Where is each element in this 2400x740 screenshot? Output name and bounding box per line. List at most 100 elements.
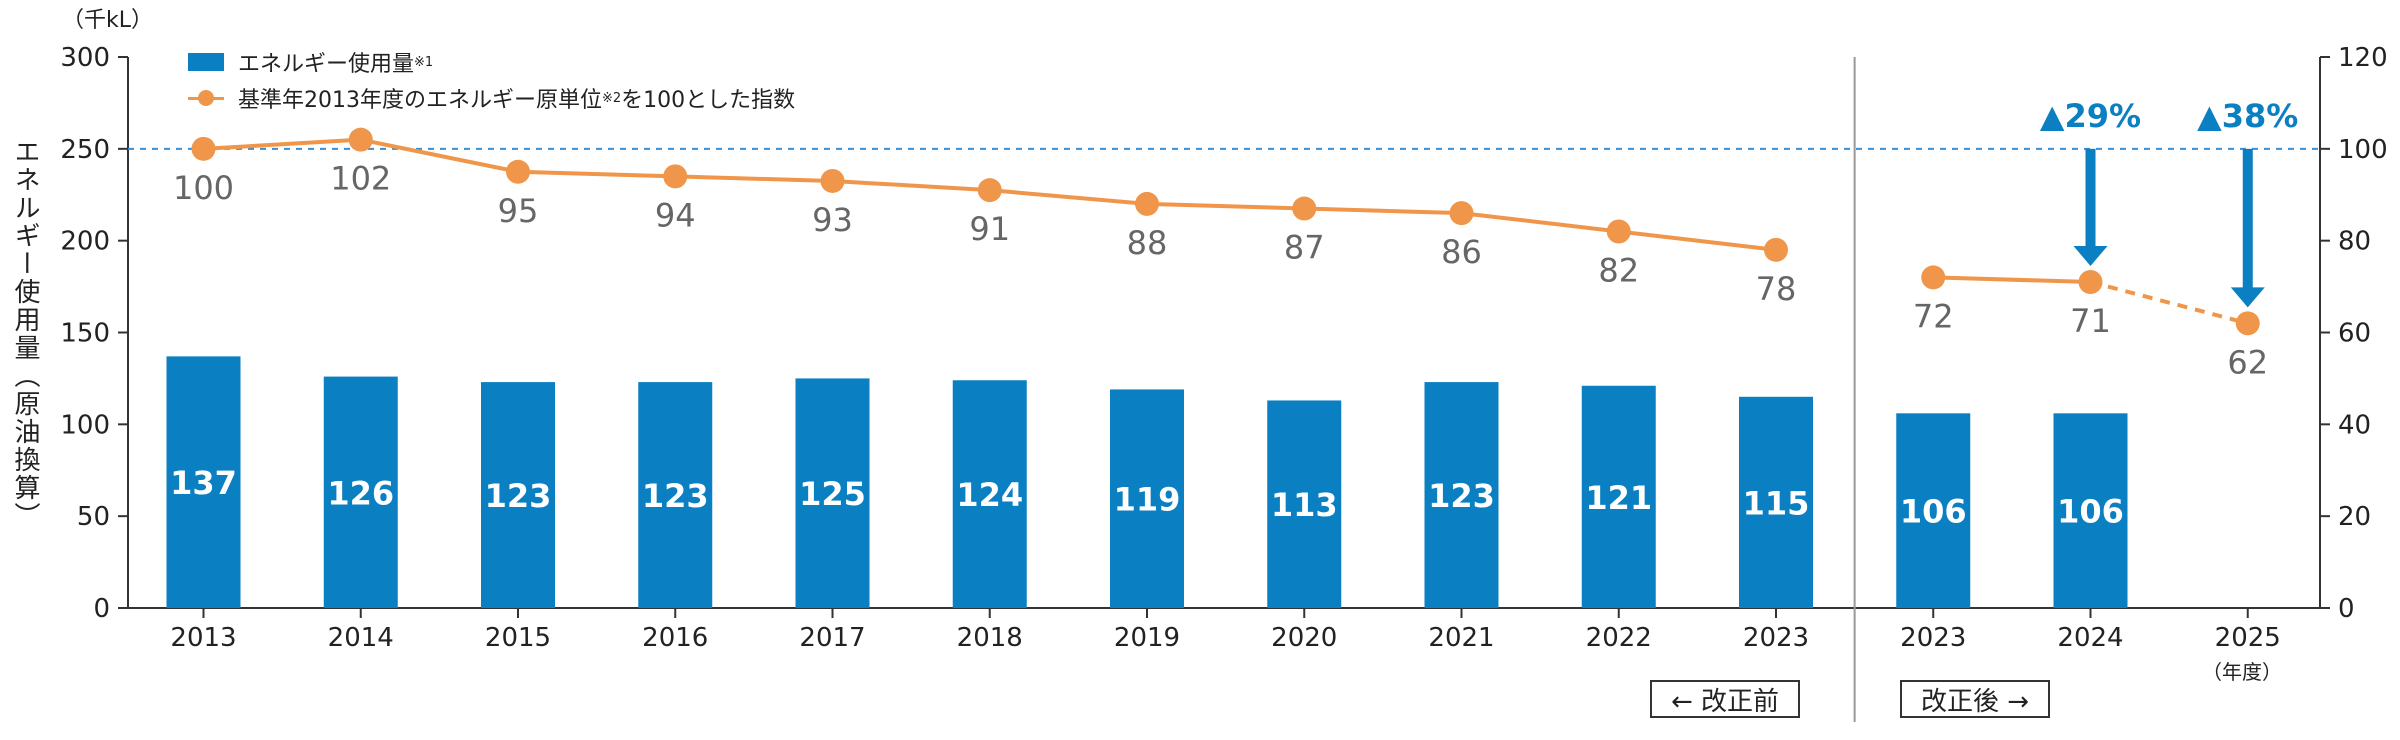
left-tick-label: 200 (60, 227, 110, 257)
left-axis-unit-label: （千kL） (62, 8, 153, 33)
legend-bar-swatch (188, 53, 224, 71)
intensity-point-label: 88 (1127, 224, 1168, 262)
intensity-point (1135, 191, 1159, 216)
x-tick-label: 2021 (1428, 623, 1494, 653)
intensity-point (1606, 219, 1631, 244)
reduction-arrow-head (2230, 287, 2265, 308)
x-tick-label: 2023 (1743, 623, 1809, 653)
energy-bar-value-label: 115 (1743, 484, 1810, 522)
left-tick-label: 100 (60, 410, 110, 440)
intensity-point-label: 93 (812, 201, 853, 239)
right-tick-label: 0 (2338, 594, 2355, 624)
legend-note-1: ※1 (414, 54, 434, 70)
intensity-point-label: 100 (173, 169, 234, 207)
right-tick-label: 40 (2338, 410, 2371, 440)
energy-bar-value-label: 113 (1271, 486, 1338, 524)
period-after-revision: 改正後 → (1900, 680, 2050, 718)
x-tick-label: 2019 (1114, 623, 1180, 653)
intensity-point (1764, 237, 1788, 262)
energy-bar-value-label: 106 (2057, 493, 2124, 531)
energy-bar (481, 382, 555, 608)
left-axis-title: エネルギー使用量（原油換算） (10, 138, 40, 530)
intensity-point-label: 91 (969, 210, 1010, 248)
energy-bar (323, 376, 398, 608)
intensity-point-label: 71 (2070, 302, 2111, 340)
energy-bar-value-label: 125 (799, 475, 866, 513)
energy-bar-value-label: 106 (1900, 493, 1967, 531)
x-tick-label: 2024 (2057, 623, 2123, 653)
x-tick-label: 2017 (799, 623, 865, 653)
intensity-point (977, 178, 1002, 203)
energy-bar (166, 356, 241, 608)
left-tick-label: 250 (60, 135, 110, 165)
x-tick-label: 2022 (1586, 623, 1652, 653)
energy-bar (1110, 389, 1184, 608)
energy-bar-value-label: 137 (170, 464, 237, 502)
x-tick-label: 2023 (1900, 623, 1966, 653)
energy-bar-value-label: 123 (485, 477, 552, 515)
energy-bar (2053, 413, 2128, 608)
intensity-line-forecast (2089, 280, 2249, 326)
intensity-point-label: 94 (655, 196, 696, 234)
intensity-point-label: 78 (1756, 270, 1797, 308)
intensity-point-label: 87 (1284, 229, 1325, 267)
left-tick-label: 300 (60, 43, 110, 73)
reduction-percentage-label: ▲38% (2197, 97, 2298, 135)
intensity-point-label: 95 (498, 192, 539, 230)
intensity-point (191, 136, 216, 161)
right-tick-label: 120 (2338, 43, 2388, 73)
intensity-point-label: 86 (1441, 233, 1482, 271)
x-tick-label: 2018 (957, 623, 1023, 653)
right-tick-label: 80 (2338, 227, 2371, 257)
energy-bar-value-label: 126 (327, 474, 394, 512)
intensity-point (506, 159, 530, 184)
reduction-arrow-shaft (2242, 148, 2253, 290)
x-tick-label: 2013 (170, 623, 236, 653)
intensity-point (2078, 269, 2103, 294)
reduction-arrow-shaft (2085, 148, 2096, 248)
x-tick-label: 2025 (2215, 623, 2281, 653)
intensity-line-revised (1933, 275, 2091, 284)
right-tick-label: 100 (2338, 135, 2388, 165)
intensity-point-label: 62 (2227, 343, 2268, 381)
energy-bar-value-label: 123 (642, 477, 709, 515)
right-tick-label: 60 (2338, 319, 2371, 349)
x-tick-label: 2020 (1271, 623, 1337, 653)
legend: エネルギー使用量 ※1 基準年2013年度のエネルギー原単位 ※2 を100とした指数 (188, 44, 795, 116)
period-before-revision: ← 改正前 (1650, 680, 1800, 718)
intensity-point (1449, 201, 1474, 226)
energy-bar (1267, 400, 1342, 608)
fiscal-year-note: （年度） (2202, 660, 2282, 684)
legend-label-intensity-suffix: を100とした指数 (621, 88, 796, 113)
legend-label-intensity: 基準年2013年度のエネルギー原単位 (238, 88, 602, 113)
intensity-point (348, 127, 373, 152)
energy-bar (1581, 385, 1656, 608)
energy-bar-value-label: 121 (1585, 479, 1652, 517)
energy-bar (1424, 382, 1499, 608)
energy-bar (638, 382, 713, 608)
legend-note-2: ※2 (602, 90, 622, 106)
legend-item-intensity-index: 基準年2013年度のエネルギー原単位 ※2 を100とした指数 (188, 80, 795, 116)
intensity-point (1921, 265, 1946, 290)
x-tick-label: 2015 (485, 623, 551, 653)
legend-item-energy-usage: エネルギー使用量 ※1 (188, 44, 795, 80)
legend-label-energy-usage: エネルギー使用量 (238, 52, 415, 77)
left-tick-label: 50 (77, 502, 110, 532)
energy-bar (795, 378, 870, 608)
x-tick-label: 2014 (328, 623, 394, 653)
intensity-point-label: 102 (330, 160, 391, 198)
energy-bar-value-label: 123 (1428, 477, 1495, 515)
intensity-point (663, 164, 688, 189)
intensity-point-label: 82 (1598, 251, 1639, 289)
intensity-point (1292, 196, 1317, 221)
energy-bar (1739, 396, 1813, 608)
intensity-point-label: 72 (1913, 297, 1954, 335)
reduction-percentage-label: ▲29% (2040, 97, 2141, 135)
right-tick-label: 20 (2338, 502, 2371, 532)
legend-line-swatch (188, 89, 224, 107)
x-tick-label: 2016 (642, 623, 708, 653)
energy-bar (952, 380, 1027, 608)
energy-bar (1896, 413, 1971, 608)
left-tick-label: 0 (93, 594, 110, 624)
